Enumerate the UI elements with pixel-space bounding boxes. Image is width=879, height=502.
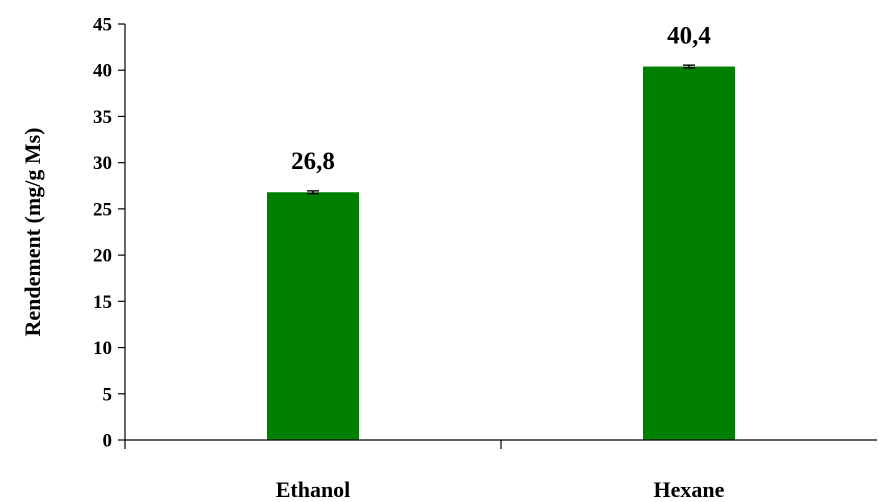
bar-ethanol: [267, 192, 359, 440]
error-bars: [307, 64, 695, 195]
data-label-ethanol: 26,8: [291, 148, 335, 175]
y-tick-label-15: 15: [93, 292, 112, 313]
y-tick-label-25: 25: [93, 199, 112, 220]
y-tick-label-10: 10: [93, 338, 112, 359]
y-tick-label-20: 20: [93, 246, 112, 267]
x-axis-ticks: [124, 440, 502, 449]
category-labels: Ethanol Hexane: [276, 477, 725, 502]
data-label-hexane: 40,4: [667, 23, 711, 50]
y-axis-ticks: 0 5 10 15 20 25 30 35 40 45: [93, 15, 125, 452]
y-tick-label-40: 40: [93, 61, 112, 82]
y-tick-label-45: 45: [93, 15, 112, 36]
y-tick-label-0: 0: [103, 431, 113, 452]
y-axis-title: Rendement (mg/g Ms): [20, 128, 45, 337]
data-labels: 26,8 40,4: [291, 23, 711, 176]
y-tick-label-35: 35: [93, 107, 112, 128]
bar-hexane: [643, 66, 735, 440]
category-label-hexane: Hexane: [654, 477, 725, 502]
y-tick-label-5: 5: [103, 384, 113, 405]
category-label-ethanol: Ethanol: [276, 477, 351, 502]
bars: [267, 66, 735, 440]
y-tick-label-30: 30: [93, 153, 112, 174]
